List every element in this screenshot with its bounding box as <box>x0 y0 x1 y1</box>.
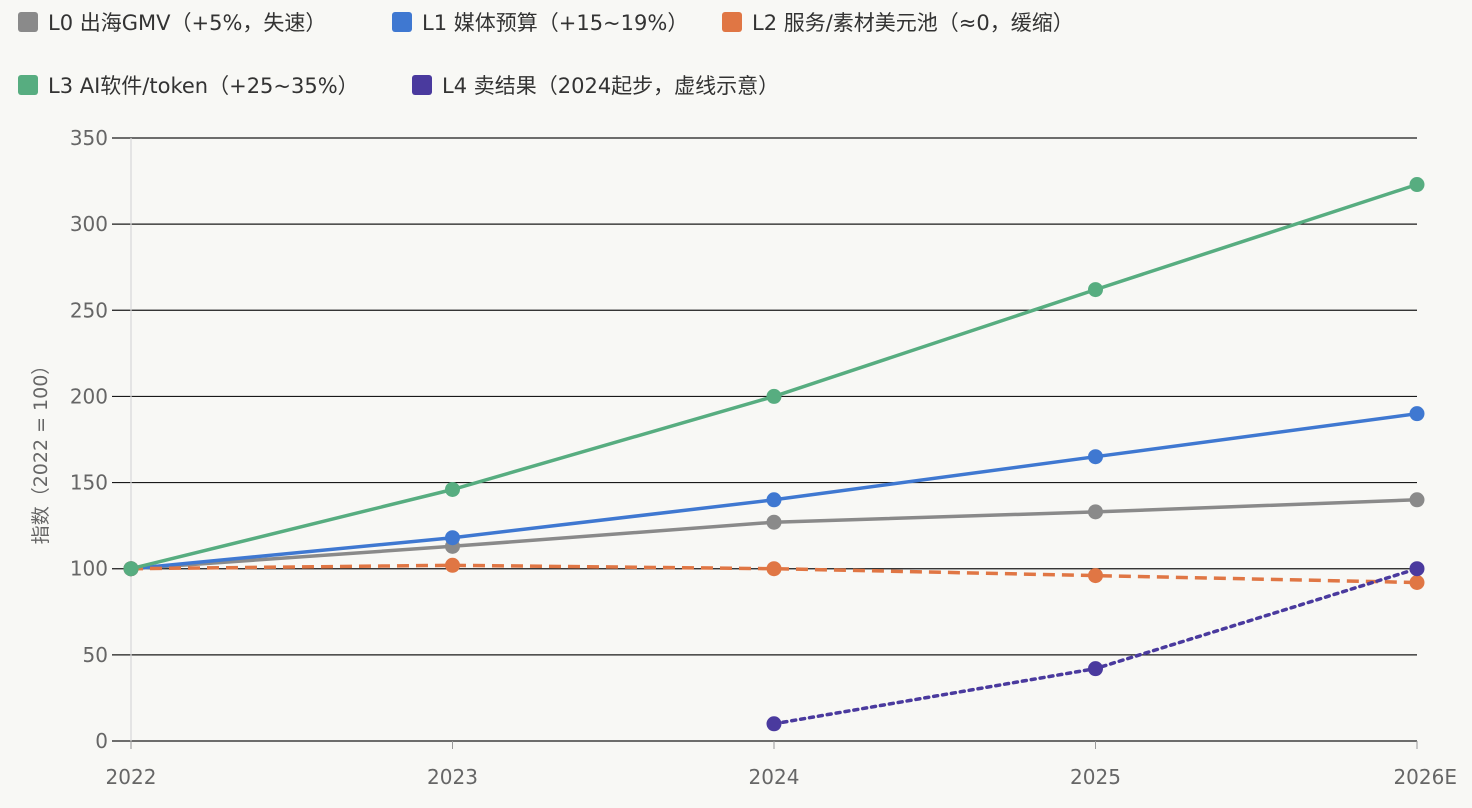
series-point-3 <box>1409 177 1425 193</box>
legend-item-4[interactable]: L4 卖结果（2024起步，虚线示意） <box>412 74 779 98</box>
series-lines <box>130 182 1419 726</box>
series-point-1 <box>445 530 460 546</box>
series-line-3 <box>130 182 1418 571</box>
legend-item-2[interactable]: L2 服务/素材美元池（≈0，缓缩） <box>722 11 1074 35</box>
series-point-0 <box>1409 492 1425 508</box>
y-tick-label: 100 <box>70 557 108 581</box>
x-tick-label: 2026E <box>1393 765 1457 789</box>
series-point-4 <box>1088 661 1103 677</box>
series-line-1 <box>130 411 1418 571</box>
series-point-2 <box>1088 568 1103 584</box>
series-point-0 <box>766 514 782 530</box>
series-point-4 <box>766 716 782 732</box>
series-point-4 <box>1409 561 1425 577</box>
y-tick-label: 150 <box>70 471 108 495</box>
series-line-4 <box>772 566 1419 726</box>
legend: L0 出海GMV（+5%，失速） L1 媒体预算（+15~19%） L2 服务/素材… <box>18 11 1074 98</box>
series-point-3 <box>123 561 139 577</box>
legend-item-0[interactable]: L0 出海GMV（+5%，失速） <box>18 11 326 35</box>
legend-label: L3 AI软件/token（+25~35%） <box>48 74 359 98</box>
y-axis: 0 50 100 150 200 250 300 350 <box>70 126 132 753</box>
series-point-1 <box>766 492 782 508</box>
y-tick-label: 0 <box>95 729 108 753</box>
series-line-2 <box>130 563 1418 585</box>
series-point-2 <box>1409 574 1425 590</box>
x-tick-label: 2023 <box>427 765 478 789</box>
series-point-1 <box>1409 406 1425 422</box>
series-point-2 <box>445 557 460 573</box>
legend-swatch <box>18 12 38 32</box>
legend-swatch <box>412 75 432 95</box>
y-axis-title: 指数（2022 = 100） <box>30 356 52 545</box>
legend-label: L2 服务/素材美元池（≈0，缓缩） <box>752 11 1074 35</box>
y-tick-label: 250 <box>70 298 108 322</box>
series-point-1 <box>1088 449 1103 465</box>
series-point-3 <box>445 481 460 497</box>
series-points <box>123 177 1425 732</box>
legend-label: L0 出海GMV（+5%，失速） <box>48 11 326 35</box>
series-point-3 <box>766 388 782 404</box>
series-point-0 <box>1088 504 1103 520</box>
x-tick-label: 2024 <box>749 765 800 789</box>
legend-swatch <box>18 75 38 95</box>
y-tick-label: 200 <box>70 384 108 408</box>
legend-swatch <box>722 12 742 32</box>
series-line-0 <box>130 498 1418 571</box>
legend-item-3[interactable]: L3 AI软件/token（+25~35%） <box>18 74 359 98</box>
legend-label: L1 媒体预算（+15~19%） <box>422 11 688 35</box>
y-tick-label: 50 <box>83 643 108 667</box>
legend-label: L4 卖结果（2024起步，虚线示意） <box>442 74 779 98</box>
legend-item-1[interactable]: L1 媒体预算（+15~19%） <box>392 11 688 35</box>
y-tick-label: 300 <box>70 212 108 236</box>
legend-swatch <box>392 12 412 32</box>
x-tick-label: 2025 <box>1070 765 1121 789</box>
series-point-2 <box>766 561 782 577</box>
y-tick-label: 350 <box>70 126 108 150</box>
x-tick-label: 2022 <box>106 765 157 789</box>
series-point-3 <box>1088 282 1103 298</box>
x-axis: 2022 2023 2024 2025 2026E <box>106 741 1457 789</box>
